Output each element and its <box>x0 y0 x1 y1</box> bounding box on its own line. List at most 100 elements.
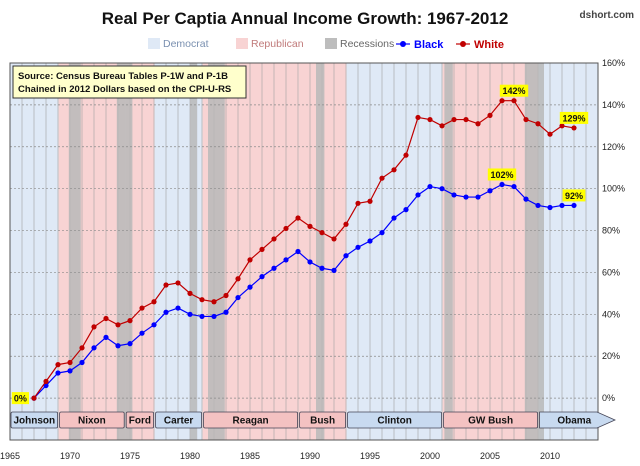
black-data-point <box>271 265 277 271</box>
white-data-point <box>415 114 421 121</box>
white-data-point <box>307 223 313 229</box>
president-label: Johnson <box>13 416 55 427</box>
white-data-point <box>391 167 397 173</box>
recession-band-2 <box>190 63 198 440</box>
white-data-point <box>463 116 469 123</box>
black-data-point <box>403 207 409 213</box>
watermark: dshort.com <box>580 10 635 21</box>
black-data-point <box>55 370 61 376</box>
y-tick-label: 40% <box>602 309 620 319</box>
white-data-point <box>499 98 505 104</box>
black-data-point <box>535 202 541 209</box>
x-tick-label: 2000 <box>420 451 440 461</box>
black-data-point <box>187 311 193 317</box>
president-bar <box>539 411 616 429</box>
callout-label: 142% <box>502 86 525 96</box>
annotation-box: Source: Census Bureau Tables P-1W and P-… <box>12 65 247 99</box>
white-data-point <box>439 123 445 129</box>
white-data-point <box>187 290 193 296</box>
president-label: Clinton <box>377 416 411 427</box>
black-data-point <box>391 215 397 221</box>
black-data-point <box>43 382 49 389</box>
black-data-point <box>547 204 553 211</box>
black-data-point <box>427 183 433 190</box>
callout-bg <box>559 111 589 124</box>
white-data-point <box>343 221 349 227</box>
black-data-point <box>115 343 121 349</box>
black-data-point <box>91 345 97 351</box>
president-bar <box>443 411 539 429</box>
white-data-point <box>379 175 385 181</box>
president-bar <box>347 411 443 429</box>
president-bar <box>203 411 299 429</box>
black-data-point <box>487 188 493 194</box>
y-tick-label: 120% <box>602 142 625 152</box>
white-data-point <box>571 125 577 131</box>
callout-bg <box>11 392 30 405</box>
white-data-point <box>475 121 481 127</box>
callout-label: 0% <box>14 394 27 404</box>
x-tick-label: 1990 <box>300 451 320 461</box>
y-tick-label: 0% <box>602 393 615 403</box>
white-data-point <box>403 152 409 158</box>
legend-label: Recessions <box>340 38 394 50</box>
legend-label: Democrat <box>163 38 209 50</box>
white-data-point <box>79 345 85 351</box>
x-tick-label: 2005 <box>480 451 500 461</box>
white-data-point <box>535 121 541 127</box>
black-data-point <box>451 192 457 198</box>
white-data-point <box>199 297 205 303</box>
white-data-point <box>139 305 145 311</box>
black-data-point <box>331 267 337 273</box>
white-data-point <box>151 299 157 305</box>
y-tick-label: 100% <box>602 184 625 194</box>
legend-label: Republican <box>251 38 304 50</box>
legend-swatch-recessions <box>325 38 337 49</box>
y-tick-label: 140% <box>602 100 625 110</box>
y-tick-label: 20% <box>602 351 620 361</box>
black-data-point <box>103 334 109 340</box>
black-data-point <box>235 294 241 301</box>
x-tick-label: 2010 <box>540 451 560 461</box>
plot-frame <box>9 62 599 441</box>
x-tick-label: 1985 <box>240 451 260 461</box>
y-tick-label: 80% <box>602 226 620 236</box>
president-label: Nixon <box>78 416 106 427</box>
black-data-point <box>367 238 373 244</box>
legend-swatch-democrat <box>148 38 160 49</box>
black-data-point <box>499 181 505 188</box>
white-data-point <box>55 362 61 368</box>
black-data-point <box>211 313 217 320</box>
y-tick-label: 60% <box>602 267 620 277</box>
black-data-point <box>223 309 229 315</box>
recession-band-5 <box>444 63 453 440</box>
black-data-point <box>79 359 85 366</box>
white-data-point <box>487 112 493 118</box>
black-data-point <box>559 202 565 209</box>
president-label: Carter <box>164 416 194 427</box>
black-data-point <box>67 368 73 374</box>
chart-title: Real Per Captia Annual Income Growth: 19… <box>102 9 509 28</box>
black-data-point <box>307 259 313 265</box>
president-label: GW Bush <box>468 416 513 427</box>
white-data-point <box>247 257 253 263</box>
white-data-point <box>319 230 325 236</box>
annotation-background <box>12 65 247 99</box>
black-data-point <box>283 257 289 263</box>
white-series-line <box>33 100 575 399</box>
white-data-point <box>355 200 361 206</box>
legend-marker-white <box>460 41 466 47</box>
x-tick-label: 1975 <box>120 451 140 461</box>
president-bar <box>299 411 347 429</box>
white-data-point <box>271 236 277 242</box>
president-bar <box>125 411 154 429</box>
white-data-point <box>211 299 217 305</box>
recession-band-3 <box>208 63 225 440</box>
president-bar <box>59 411 125 429</box>
annotation-line: Source: Census Bureau Tables P-1W and P-… <box>18 71 228 82</box>
black-data-point <box>511 183 517 190</box>
black-data-point <box>523 196 529 202</box>
black-data-point <box>175 305 181 311</box>
callout-label: 102% <box>490 170 513 180</box>
white-data-point <box>559 123 565 129</box>
